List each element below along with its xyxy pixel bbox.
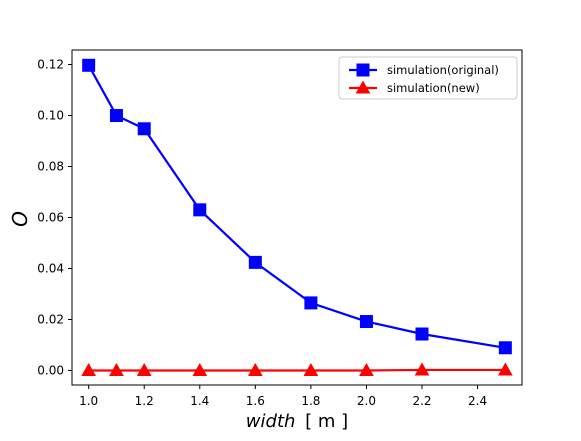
- legend-label-original: simulation(original): [387, 63, 499, 77]
- x-tick-label: 1.4: [190, 394, 209, 408]
- x-tick-label: 2.2: [412, 394, 431, 408]
- data-point-original: [359, 315, 373, 329]
- y-axis-title: O: [8, 211, 32, 227]
- y-tick-label: 0.12: [37, 58, 64, 72]
- y-tick-label: 0.08: [37, 160, 64, 174]
- data-point-original: [109, 109, 123, 123]
- data-point-original: [82, 58, 96, 72]
- x-tick-label: 1.8: [301, 394, 320, 408]
- data-point-new: [247, 362, 263, 376]
- data-point-original: [304, 296, 318, 310]
- x-tick-label: 2.0: [357, 394, 376, 408]
- series-line-original: [87, 64, 506, 349]
- data-point-new: [414, 362, 430, 376]
- x-axis-title-unit: [ m ]: [305, 411, 348, 432]
- x-tick-label: 1.0: [79, 394, 98, 408]
- x-axis-title: width [ m ]: [246, 411, 348, 432]
- data-point-new: [303, 362, 319, 376]
- legend-label-new: simulation(new): [387, 81, 480, 95]
- data-point-new: [136, 362, 152, 376]
- plot-frame: [71, 49, 523, 386]
- data-point-new: [497, 362, 513, 376]
- y-tick-label: 0.10: [37, 109, 64, 123]
- data-point-new: [109, 362, 124, 376]
- data-point-original: [248, 255, 262, 269]
- data-point-new: [81, 362, 97, 376]
- x-tick-label: 2.4: [468, 394, 487, 408]
- x-axis-title-var: width: [246, 411, 296, 432]
- data-point-new: [359, 362, 374, 376]
- x-tick-label: 1.6: [246, 394, 265, 408]
- y-tick-label: 0.04: [37, 261, 64, 275]
- legend-marker-original: [356, 63, 370, 77]
- data-point-original: [498, 341, 512, 355]
- data-point-original: [193, 203, 207, 217]
- legend-marker-new: [355, 80, 371, 94]
- data-point-new: [192, 362, 208, 376]
- legend: simulation(original) simulation(new): [338, 56, 518, 100]
- y-tick-label: 0.00: [37, 363, 64, 377]
- y-tick-label: 0.02: [37, 312, 64, 326]
- series-line-new: [88, 368, 506, 372]
- data-point-original: [137, 122, 151, 136]
- x-tick-label: 1.2: [135, 394, 154, 408]
- y-tick-label: 0.06: [37, 211, 64, 225]
- data-point-original: [415, 327, 429, 341]
- legend-box: [338, 56, 518, 100]
